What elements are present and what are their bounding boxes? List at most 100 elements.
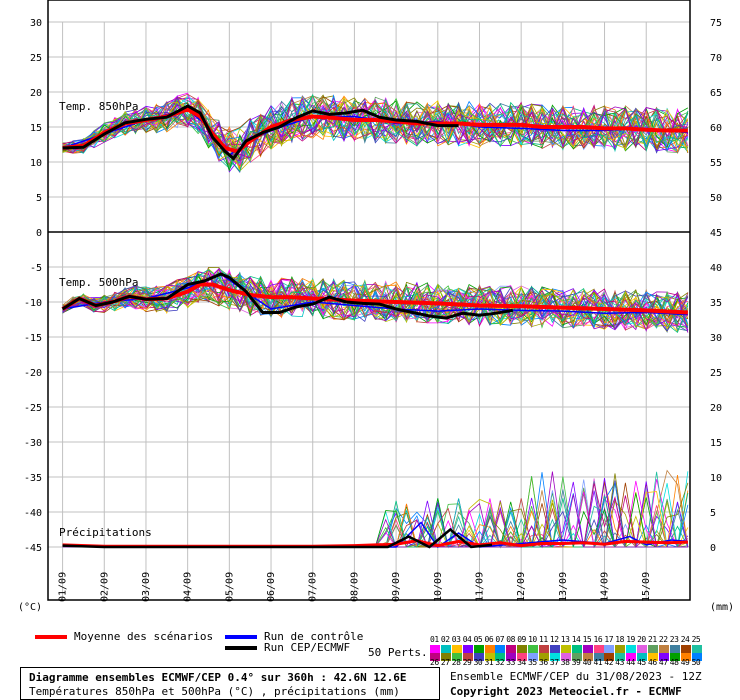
pert-number: 12	[549, 635, 559, 644]
y-tick-label-left: 0	[36, 228, 42, 239]
pert-number: 23	[669, 635, 679, 644]
pert-color-box	[593, 653, 604, 661]
y-tick-label-left: -40	[24, 508, 42, 519]
x-tick-label: 14/09	[600, 572, 611, 602]
pert-line-precip	[62, 490, 689, 548]
chart-axes: 01/09 02/09 03/09 04/09 05/09 06/09 07/09 08/09…	[24, 0, 722, 602]
pert-line-precip	[62, 478, 688, 549]
pert-number: 32	[495, 658, 505, 667]
pert-number: 22	[658, 635, 668, 644]
pert-color-box	[506, 653, 517, 661]
y-tick-label-right: 5	[710, 508, 716, 519]
pert-color-box	[495, 645, 506, 653]
legend-perts-label: 50 Perts.	[368, 646, 428, 659]
pert-color-box	[539, 653, 549, 661]
pert-number: 49	[680, 658, 690, 667]
pert-color-box	[691, 653, 702, 661]
pert-color-box	[582, 645, 593, 653]
pert-number: 28	[451, 658, 461, 667]
pert-line-t500	[62, 276, 688, 329]
pert-line-t500	[62, 280, 689, 329]
x-tick-label: 05/09	[224, 572, 235, 602]
pert-number: 42	[604, 658, 614, 667]
control-line-t500	[62, 273, 688, 316]
pert-line-t850	[62, 97, 689, 155]
y-tick-label-left: 20	[30, 88, 42, 99]
pert-color-box	[648, 645, 658, 653]
pert-number: 41	[593, 658, 603, 667]
pert-color-box	[669, 645, 680, 653]
legend-cep-label: Run CEP/ECMWF	[264, 641, 351, 654]
pert-line-t500	[62, 274, 689, 332]
pert-line-precip	[62, 480, 688, 549]
pert-number: 15	[582, 635, 592, 644]
pert-number: 39	[571, 658, 581, 667]
pert-line-precip	[62, 498, 688, 549]
pert-line-precip	[62, 487, 688, 549]
pert-color-box	[669, 653, 680, 661]
x-tick-label: 13/09	[558, 572, 569, 602]
pert-number: 14	[571, 635, 581, 644]
x-tick-label: 04/09	[183, 572, 194, 602]
copyright-label: Copyright 2023 Meteociel.fr - ECMWF	[450, 685, 682, 698]
x-tick-label: 02/09	[99, 572, 110, 602]
pert-line-t500	[62, 272, 689, 333]
pert-color-box	[539, 645, 549, 653]
y-tick-label-right: 60	[710, 123, 722, 134]
x-tick-label: 01/09	[58, 572, 69, 602]
y-tick-label-right: 20	[710, 403, 722, 414]
pert-color-box	[582, 653, 593, 661]
y-tick-label-left: -45	[24, 543, 42, 554]
pert-line-precip	[62, 479, 688, 548]
pert-number: 06	[484, 635, 494, 644]
pert-line-t500	[62, 277, 689, 325]
pert-number: 07	[495, 635, 505, 644]
y-tick-label-right: 30	[710, 333, 722, 344]
pert-color-box	[615, 645, 626, 653]
pert-color-box	[440, 645, 451, 653]
pert-line-precip	[62, 508, 688, 549]
pert-line-precip	[62, 495, 688, 548]
panel-label-precip: Précipitations	[59, 526, 152, 539]
pert-line-t850	[62, 95, 689, 166]
pert-line-t500	[62, 268, 689, 333]
panel-label-t500: Temp. 500hPa	[59, 276, 138, 289]
pert-number: 26	[430, 658, 439, 667]
y-tick-label-left: -35	[24, 473, 42, 484]
y-tick-label-right: 15	[710, 438, 722, 449]
pert-number: 35	[528, 658, 537, 667]
pert-number: 08	[506, 635, 515, 644]
pert-line-t850	[62, 98, 688, 157]
main-series	[61, 104, 689, 549]
pert-color-box	[626, 653, 637, 661]
y-tick-label-right: 45	[710, 228, 722, 239]
pert-color-box	[637, 645, 648, 653]
legend-control-swatch	[225, 635, 257, 639]
pert-number: 34	[517, 658, 526, 667]
pert-color-box	[691, 645, 702, 653]
pert-color-box	[680, 645, 691, 653]
x-tick-label: 10/09	[433, 572, 444, 602]
pert-color-box	[604, 645, 615, 653]
pert-color-box	[626, 645, 637, 653]
ensemble-run-label: Ensemble ECMWF/CEP du 31/08/2023 - 12Z	[450, 670, 702, 683]
plot-frame	[47, 0, 691, 601]
pert-color-box	[658, 645, 669, 653]
pert-number: 30	[473, 658, 483, 667]
x-tick-label: 08/09	[349, 572, 360, 602]
legend-mean-swatch	[35, 635, 67, 639]
pert-color-box	[637, 653, 648, 661]
pert-color-box	[549, 653, 560, 661]
pert-color-box	[571, 645, 582, 653]
x-tick-label: 03/09	[141, 572, 152, 602]
x-tick-label: 11/09	[474, 572, 485, 602]
pert-line-t500	[62, 267, 689, 330]
pert-color-box	[506, 645, 517, 653]
y-tick-label-right: 70	[710, 53, 722, 64]
pert-number: 38	[560, 658, 570, 667]
y-tick-label-left: -20	[24, 368, 42, 379]
pert-color-box	[560, 645, 571, 653]
pert-line-precip	[62, 488, 688, 549]
left-axis-unit: (°C)	[18, 602, 42, 613]
